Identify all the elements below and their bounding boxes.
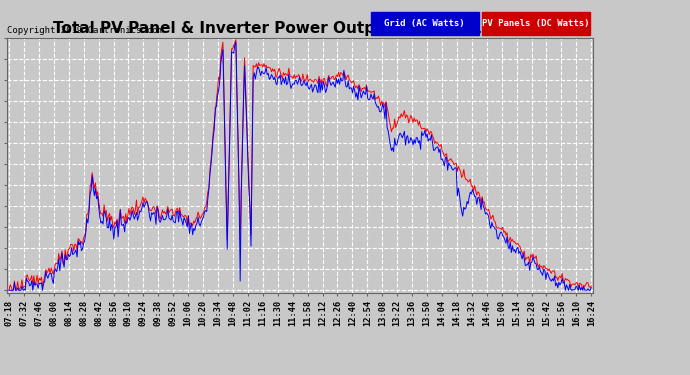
Title: Total PV Panel & Inverter Power Output Tue Dec 10 16:26: Total PV Panel & Inverter Power Output T… bbox=[53, 21, 547, 36]
FancyBboxPatch shape bbox=[482, 12, 591, 35]
Text: PV Panels (DC Watts): PV Panels (DC Watts) bbox=[482, 19, 590, 28]
Text: Grid (AC Watts): Grid (AC Watts) bbox=[384, 19, 465, 28]
FancyBboxPatch shape bbox=[371, 12, 479, 35]
Text: Copyright 2019 Cartronics.com: Copyright 2019 Cartronics.com bbox=[7, 26, 163, 35]
